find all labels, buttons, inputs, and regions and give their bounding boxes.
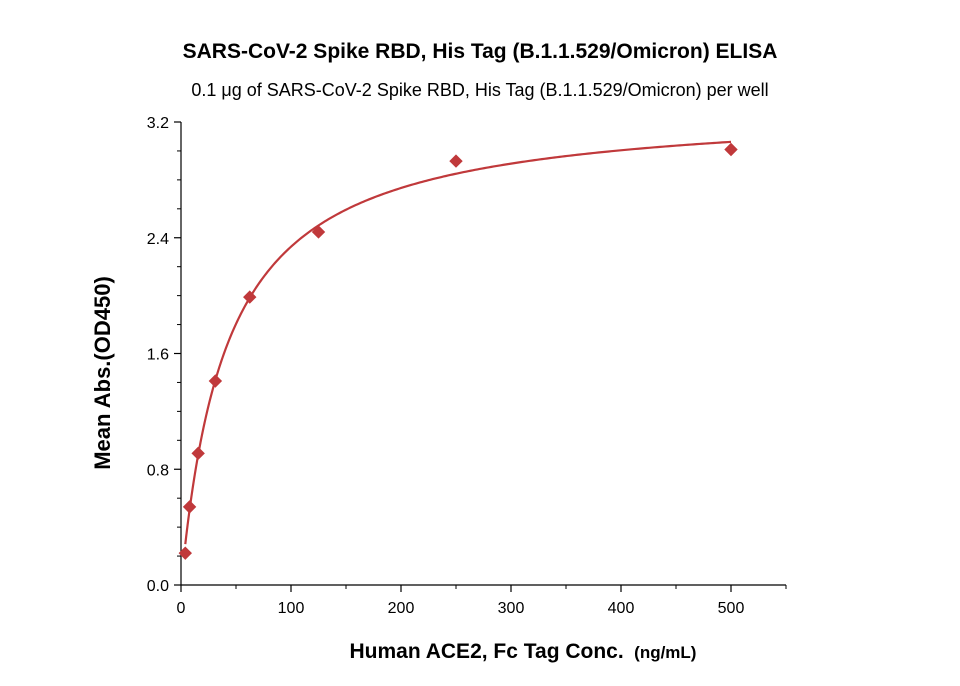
data-point-marker (449, 154, 463, 168)
x-axis-title: Human ACE2, Fc Tag Conc. (ng/mL) (350, 640, 697, 663)
y-tick-label: 0.0 (147, 578, 169, 595)
y-tick-label: 3.2 (147, 115, 169, 132)
x-axis-title-unit: (ng/mL) (634, 643, 696, 662)
data-point-marker (243, 290, 257, 304)
axes: 0 100 200 300 400 500 0.0 0.8 1.6 2.4 3.2 (147, 115, 787, 617)
y-tick-label: 2.4 (147, 231, 169, 248)
y-tick-label: 1.6 (147, 347, 169, 364)
x-tick-label: 100 (278, 600, 305, 617)
x-axis-title-main: Human ACE2, Fc Tag Conc. (350, 640, 624, 663)
x-tick-label: 300 (498, 600, 525, 617)
data-point-marker (191, 446, 205, 461)
data-point-marker (724, 142, 738, 157)
y-axis-title: Mean Abs.(OD450) (90, 276, 115, 470)
chart-title: SARS-CoV-2 Spike RBD, His Tag (B.1.1.529… (182, 40, 778, 63)
data-point-marker (178, 546, 192, 560)
data-point-marker (182, 500, 197, 514)
data-point-marker (311, 225, 326, 239)
chart-subtitle: 0.1 μg of SARS-CoV-2 Spike RBD, His Tag … (191, 80, 769, 100)
fit-curve-layer (184, 140, 732, 545)
data-points (178, 142, 738, 560)
x-tick-label: 500 (718, 600, 745, 617)
fit-curve (184, 140, 732, 545)
x-tick-label: 0 (177, 600, 186, 617)
y-tick-label: 0.8 (147, 462, 169, 479)
x-tick-label: 200 (388, 600, 415, 617)
data-point-marker (208, 374, 223, 388)
x-tick-label: 400 (608, 600, 635, 617)
